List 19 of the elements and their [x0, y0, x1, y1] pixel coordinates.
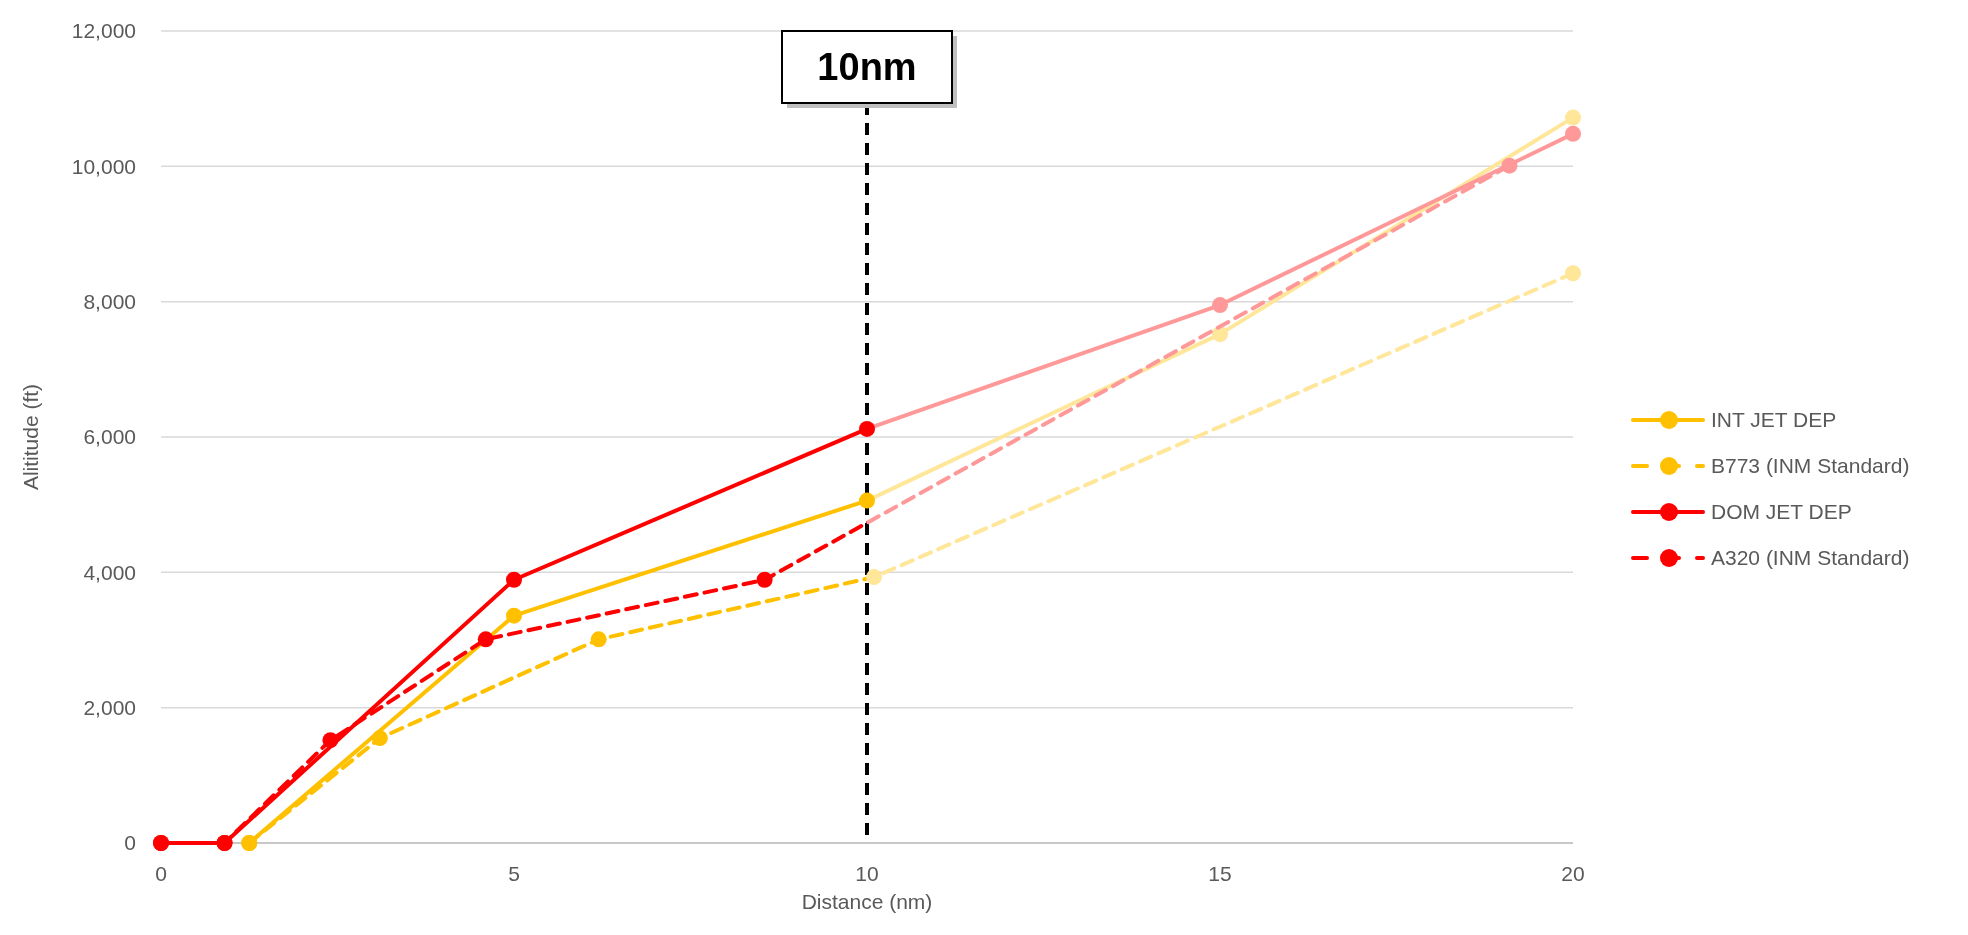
- legend-label: B773 (INM Standard): [1711, 454, 1910, 478]
- ref-line-label: 10nm: [817, 46, 917, 89]
- legend-label: DOM JET DEP: [1711, 500, 1852, 524]
- x-tick-label: 0: [155, 862, 167, 885]
- y-tick-label: 8,000: [83, 290, 136, 314]
- y-tick-label: 10,000: [71, 154, 136, 178]
- x-tick-label: 10: [855, 862, 879, 885]
- y-tick-label: 12,000: [71, 19, 136, 43]
- y-axis-title: Alititude (ft): [19, 383, 42, 491]
- y-tick-label: 6,000: [83, 425, 136, 449]
- x-tick-label: 20: [1561, 862, 1585, 885]
- x-tick-label: 15: [1208, 862, 1232, 885]
- y-tick-label: 0: [124, 831, 136, 855]
- legend-label: INT JET DEP: [1711, 408, 1837, 432]
- y-tick-label: 4,000: [83, 560, 136, 584]
- x-tick-label: 5: [508, 862, 520, 885]
- x-axis-title: Distance (nm): [801, 890, 933, 913]
- y-tick-label: 2,000: [83, 696, 136, 720]
- legend-label: A320 (INM Standard): [1711, 546, 1910, 570]
